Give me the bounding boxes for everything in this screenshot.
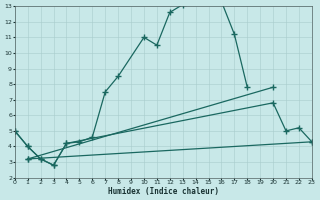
X-axis label: Humidex (Indice chaleur): Humidex (Indice chaleur) [108,187,219,196]
